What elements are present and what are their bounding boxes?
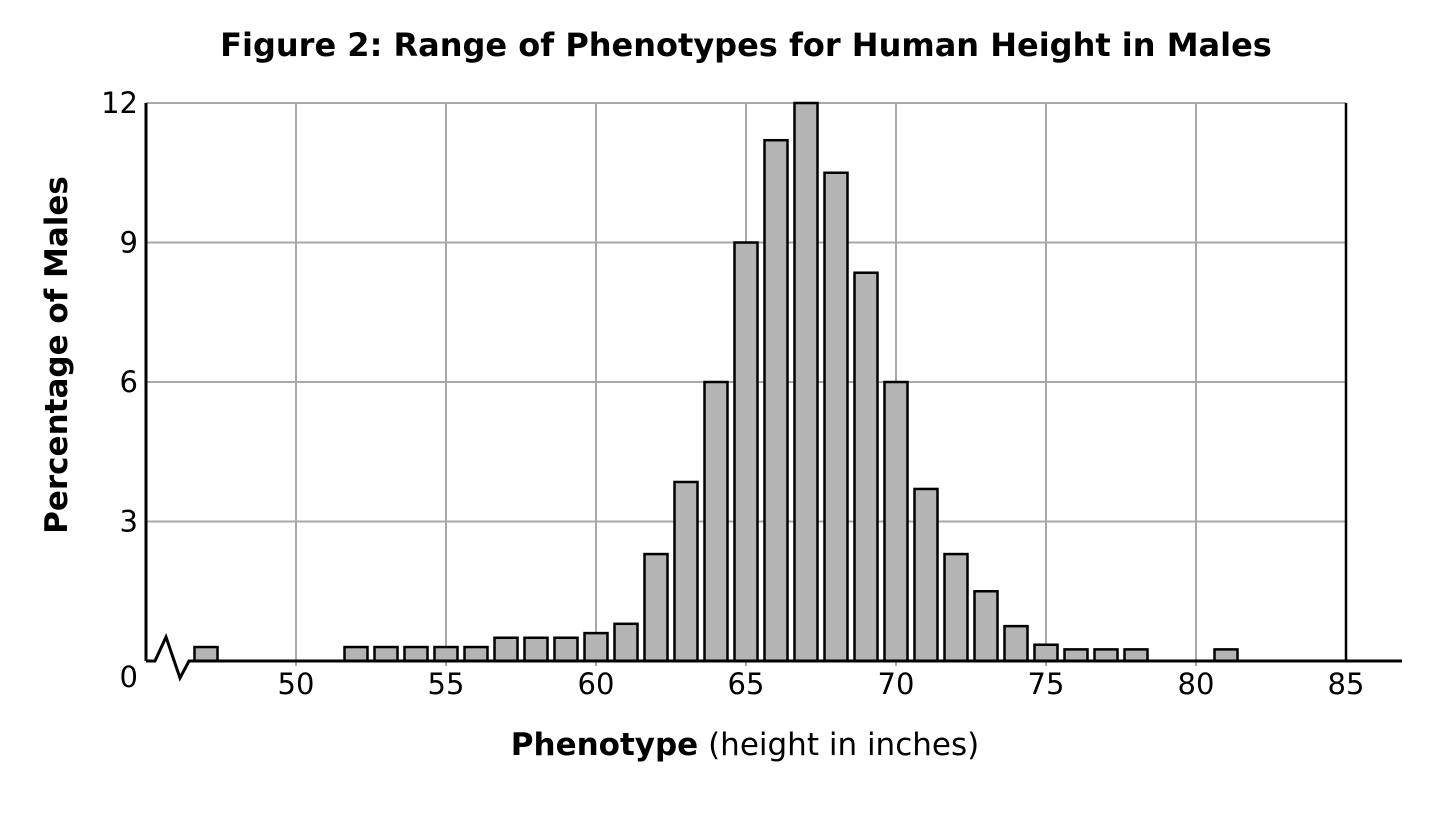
histogram-bar <box>1123 648 1149 663</box>
histogram-bar <box>883 380 909 663</box>
histogram-bar <box>613 622 639 663</box>
x-axis-title-unit: (height in inches) <box>698 727 980 763</box>
histogram-bar <box>763 138 789 663</box>
x-tick-label: 75 <box>1028 667 1065 701</box>
histogram-bar <box>583 631 609 663</box>
histogram-bar <box>1003 624 1029 663</box>
histogram-bar <box>703 380 729 663</box>
histogram-bar <box>1213 648 1239 663</box>
x-tick-label: 85 <box>1328 667 1365 701</box>
histogram-bar <box>1033 643 1059 663</box>
histogram-bar <box>1063 648 1089 663</box>
x-axis-title: Phenotype (height in inches) <box>511 727 979 763</box>
x-tick-label: 50 <box>278 667 315 701</box>
y-tick-label: 0 <box>120 660 138 694</box>
histogram-bar <box>553 636 579 663</box>
x-axis-line-with-break <box>146 632 1402 682</box>
histogram-bar <box>193 645 219 663</box>
histogram-bar <box>463 645 489 663</box>
x-tick-label: 70 <box>878 667 915 701</box>
histogram-bar <box>523 636 549 663</box>
histogram-bar <box>793 101 819 663</box>
histogram-bar <box>673 480 699 663</box>
histogram-bar <box>343 645 369 663</box>
histogram-bar <box>823 171 849 663</box>
histogram-bar <box>493 636 519 663</box>
histogram-bar <box>643 552 669 663</box>
x-tick-label: 80 <box>1178 667 1215 701</box>
y-tick-label: 6 <box>120 365 138 399</box>
y-tick-label: 12 <box>101 86 138 120</box>
x-axis-title-bold: Phenotype <box>510 727 699 763</box>
figure-title: Figure 2: Range of Phenotypes for Human … <box>220 26 1272 64</box>
histogram-bar <box>433 645 459 663</box>
x-tick-label: 55 <box>428 667 465 701</box>
x-tick-label: 65 <box>728 667 765 701</box>
y-tick-label: 9 <box>120 226 138 260</box>
histogram-bar <box>403 645 429 663</box>
histogram-bar <box>1093 648 1119 663</box>
histogram-bar <box>943 552 969 663</box>
y-tick-label: 3 <box>120 505 138 539</box>
histogram-bar <box>913 487 939 663</box>
histogram-bar <box>373 645 399 663</box>
histogram-bar <box>853 271 879 663</box>
histogram-bar <box>973 590 999 663</box>
x-tick-label: 60 <box>578 667 615 701</box>
histogram-bar <box>733 241 759 663</box>
